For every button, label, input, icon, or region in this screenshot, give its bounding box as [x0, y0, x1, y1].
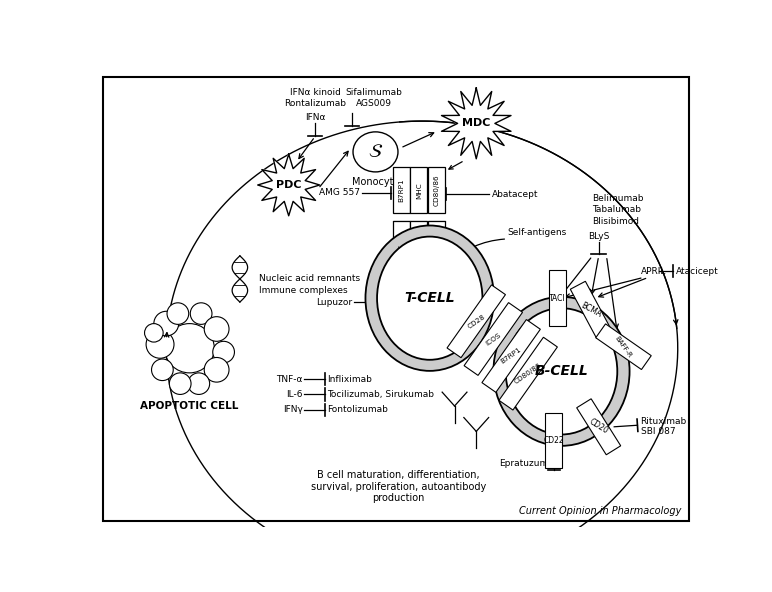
- Text: Rituximab: Rituximab: [641, 417, 687, 426]
- Text: survival, proliferation, autoantibody: survival, proliferation, autoantibody: [311, 482, 486, 492]
- Text: BAFF-R: BAFF-R: [614, 335, 633, 359]
- Text: B7RP1: B7RP1: [499, 347, 523, 365]
- Text: Lupuzor: Lupuzor: [316, 298, 352, 307]
- Text: T-CELL: T-CELL: [405, 291, 455, 305]
- Text: APOPTOTIC CELL: APOPTOTIC CELL: [141, 401, 239, 411]
- Text: Current Opinion in Pharmacology: Current Opinion in Pharmacology: [520, 507, 682, 516]
- Polygon shape: [545, 413, 562, 468]
- FancyBboxPatch shape: [411, 221, 428, 283]
- Polygon shape: [549, 271, 566, 326]
- Circle shape: [164, 324, 215, 373]
- Text: Tocilizumab, Sirukumab: Tocilizumab, Sirukumab: [327, 390, 435, 399]
- Circle shape: [188, 373, 210, 394]
- Text: IL-6: IL-6: [286, 390, 303, 399]
- Text: Blisibimod: Blisibimod: [592, 217, 639, 226]
- Polygon shape: [482, 320, 540, 392]
- Polygon shape: [442, 88, 511, 159]
- Text: IFNα: IFNα: [305, 112, 325, 122]
- Text: Monocyte: Monocyte: [352, 177, 399, 187]
- Text: Infliximab: Infliximab: [327, 375, 372, 384]
- Text: CD20: CD20: [587, 417, 610, 436]
- Text: TNF-α: TNF-α: [276, 375, 303, 384]
- Text: Epratuzumab: Epratuzumab: [499, 459, 559, 468]
- Text: production: production: [373, 493, 425, 503]
- Text: AMG 557: AMG 557: [498, 336, 539, 345]
- Polygon shape: [447, 285, 506, 358]
- Text: Immune complexes: Immune complexes: [259, 286, 348, 295]
- FancyBboxPatch shape: [392, 221, 410, 283]
- Text: Sifalimumab: Sifalimumab: [346, 88, 402, 97]
- Text: IFNα kinoid: IFNα kinoid: [290, 88, 340, 97]
- Circle shape: [205, 317, 229, 342]
- FancyBboxPatch shape: [428, 168, 445, 214]
- Text: CD80/86: CD80/86: [513, 362, 543, 385]
- Text: CD28: CD28: [466, 313, 486, 329]
- Circle shape: [213, 342, 235, 363]
- Text: BCMA: BCMA: [579, 301, 603, 319]
- Text: Atacicept: Atacicept: [676, 267, 719, 276]
- Text: TACI: TACI: [550, 294, 566, 303]
- Text: TCR: TCR: [416, 245, 422, 259]
- Text: PDC: PDC: [276, 180, 301, 190]
- Ellipse shape: [377, 237, 482, 360]
- Text: AGS009: AGS009: [356, 99, 392, 108]
- Text: MHC: MHC: [416, 182, 422, 199]
- Polygon shape: [596, 324, 652, 369]
- Polygon shape: [258, 154, 320, 216]
- Text: CD80/86: CD80/86: [434, 175, 440, 206]
- Circle shape: [169, 373, 191, 394]
- Text: MDC: MDC: [462, 118, 490, 128]
- Text: APRIL: APRIL: [641, 267, 666, 276]
- Ellipse shape: [365, 226, 494, 371]
- Circle shape: [144, 324, 163, 342]
- FancyBboxPatch shape: [392, 168, 410, 214]
- Text: AMG 557: AMG 557: [319, 188, 360, 197]
- Text: SBI 087: SBI 087: [641, 427, 676, 436]
- Circle shape: [190, 303, 212, 324]
- Text: B7RP1: B7RP1: [398, 179, 404, 202]
- Circle shape: [167, 303, 188, 324]
- Text: ICOS: ICOS: [485, 332, 502, 346]
- Polygon shape: [499, 337, 557, 410]
- Text: Abatacept: Abatacept: [498, 386, 544, 395]
- Text: Nucleic acid remnants: Nucleic acid remnants: [259, 275, 361, 284]
- FancyBboxPatch shape: [411, 168, 428, 214]
- Text: B cell maturation, differentiation,: B cell maturation, differentiation,: [317, 470, 480, 480]
- Ellipse shape: [353, 132, 398, 172]
- Circle shape: [205, 358, 229, 382]
- Text: BLyS: BLyS: [588, 232, 609, 241]
- Text: Fontolizumab: Fontolizumab: [327, 406, 388, 414]
- Text: CD22: CD22: [543, 436, 564, 445]
- Text: Self-antigens: Self-antigens: [507, 229, 567, 237]
- Ellipse shape: [493, 297, 630, 446]
- Text: $\mathcal{S}$: $\mathcal{S}$: [368, 143, 383, 162]
- Text: Tabalumab: Tabalumab: [592, 205, 642, 214]
- Circle shape: [146, 330, 174, 358]
- Text: CD28: CD28: [434, 242, 440, 262]
- Ellipse shape: [506, 308, 618, 435]
- FancyBboxPatch shape: [428, 221, 445, 283]
- Text: Abatacept: Abatacept: [492, 190, 538, 199]
- Polygon shape: [464, 303, 523, 375]
- Circle shape: [154, 311, 178, 336]
- Circle shape: [151, 359, 173, 381]
- Text: B-CELL: B-CELL: [535, 364, 588, 378]
- Text: IFNγ: IFNγ: [283, 406, 303, 414]
- Text: ICOS: ICOS: [398, 243, 404, 260]
- Text: Rontalizumab: Rontalizumab: [284, 99, 346, 108]
- Text: Belimumab: Belimumab: [592, 194, 644, 202]
- Polygon shape: [571, 281, 611, 338]
- Polygon shape: [577, 399, 621, 455]
